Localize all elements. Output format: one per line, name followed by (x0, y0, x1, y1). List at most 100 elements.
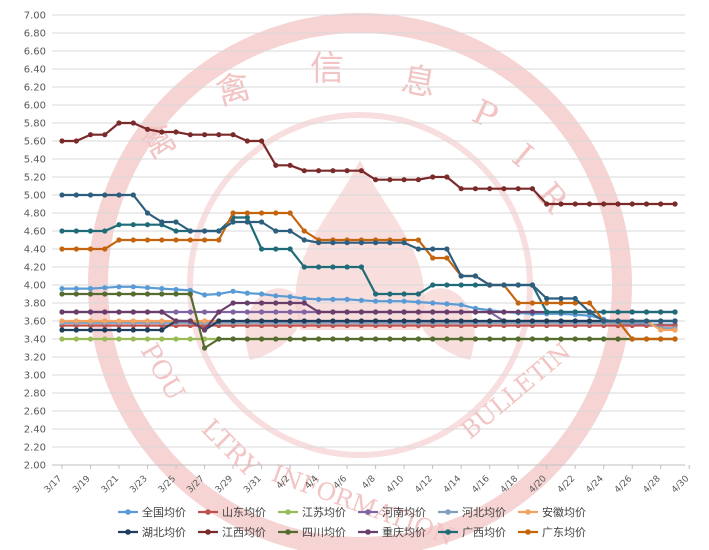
data-point (401, 309, 407, 315)
x-tick-label: 3/21 (100, 474, 121, 495)
data-point (358, 264, 364, 270)
data-point (102, 318, 108, 324)
data-point (529, 318, 536, 324)
data-point (159, 318, 165, 324)
data-point (116, 318, 122, 324)
data-point (444, 336, 450, 342)
series-9 (59, 291, 678, 351)
legend-item: 全国均价 (118, 505, 186, 519)
data-point (658, 336, 664, 342)
y-tick-label: 4.20 (24, 263, 46, 274)
data-point (130, 291, 136, 297)
data-point (529, 336, 536, 342)
data-point (273, 300, 279, 306)
data-point (116, 327, 122, 333)
data-point (629, 318, 635, 324)
y-tick-label: 3.60 (24, 317, 46, 328)
data-point (415, 246, 421, 252)
data-point (173, 286, 179, 293)
data-point (159, 237, 165, 243)
data-point (615, 318, 621, 324)
legend-label: 江苏均价 (302, 506, 346, 519)
legend-swatch-marker (525, 509, 531, 515)
data-point (415, 237, 421, 243)
y-tick-label: 5.20 (24, 173, 46, 184)
data-point (59, 228, 65, 234)
data-point (159, 309, 165, 315)
data-point (87, 228, 94, 234)
data-point (316, 296, 322, 302)
data-point (472, 336, 478, 342)
data-point (529, 300, 536, 306)
data-point (273, 336, 279, 342)
data-point (344, 336, 350, 342)
y-tick-label: 6.20 (24, 83, 46, 94)
data-point (472, 318, 478, 324)
data-point (544, 318, 550, 324)
data-point (330, 240, 336, 246)
data-point (344, 309, 350, 315)
data-point (672, 309, 678, 315)
data-point (287, 210, 293, 216)
data-point (672, 327, 678, 333)
data-point (230, 132, 236, 138)
data-point (130, 336, 136, 342)
legend-item: 湖北均价 (118, 526, 186, 539)
data-point (529, 186, 536, 192)
data-point (259, 336, 265, 342)
y-tick-label: 6.40 (24, 65, 46, 76)
data-point (259, 300, 265, 306)
data-point (116, 120, 122, 126)
data-point (59, 336, 65, 342)
data-point (330, 296, 336, 302)
data-point (387, 177, 393, 183)
data-point (301, 309, 307, 315)
data-point (244, 309, 250, 315)
data-point (273, 293, 279, 299)
data-point (444, 301, 450, 307)
data-point (159, 129, 165, 135)
legend-swatch-marker (365, 529, 371, 535)
data-point (144, 210, 151, 216)
data-point (159, 327, 165, 333)
data-point (529, 309, 536, 315)
legend-item: 安徽均价 (518, 505, 586, 519)
data-point (259, 318, 265, 324)
data-point (572, 318, 578, 324)
data-point (73, 327, 79, 333)
data-point (187, 132, 193, 138)
data-point (373, 177, 379, 183)
data-point (515, 300, 521, 306)
data-point (373, 291, 379, 297)
data-point (102, 192, 108, 198)
data-point (87, 132, 94, 138)
data-point (287, 309, 293, 315)
data-point (358, 240, 364, 246)
data-point (301, 336, 307, 342)
data-point (216, 237, 222, 243)
data-point (401, 318, 407, 324)
data-point (287, 294, 293, 300)
data-point (430, 282, 436, 288)
x-tick-label: 3/29 (214, 474, 236, 496)
y-tick-label: 3.00 (24, 371, 46, 382)
data-point (87, 336, 94, 342)
legend-item: 江苏均价 (278, 506, 346, 519)
data-point (187, 291, 193, 297)
data-point (373, 336, 379, 342)
data-point (259, 219, 265, 225)
data-point (102, 228, 108, 234)
legend-label: 全国均价 (142, 505, 186, 519)
data-point (59, 246, 65, 252)
data-point (216, 309, 222, 315)
x-tick-label: 4/30 (670, 474, 692, 496)
data-point (487, 309, 493, 315)
data-point (501, 318, 507, 324)
data-point (116, 291, 122, 297)
data-point (629, 336, 635, 342)
legend-label: 河北均价 (462, 506, 506, 519)
legend-item: 广西均价 (438, 526, 506, 539)
data-point (187, 318, 193, 324)
